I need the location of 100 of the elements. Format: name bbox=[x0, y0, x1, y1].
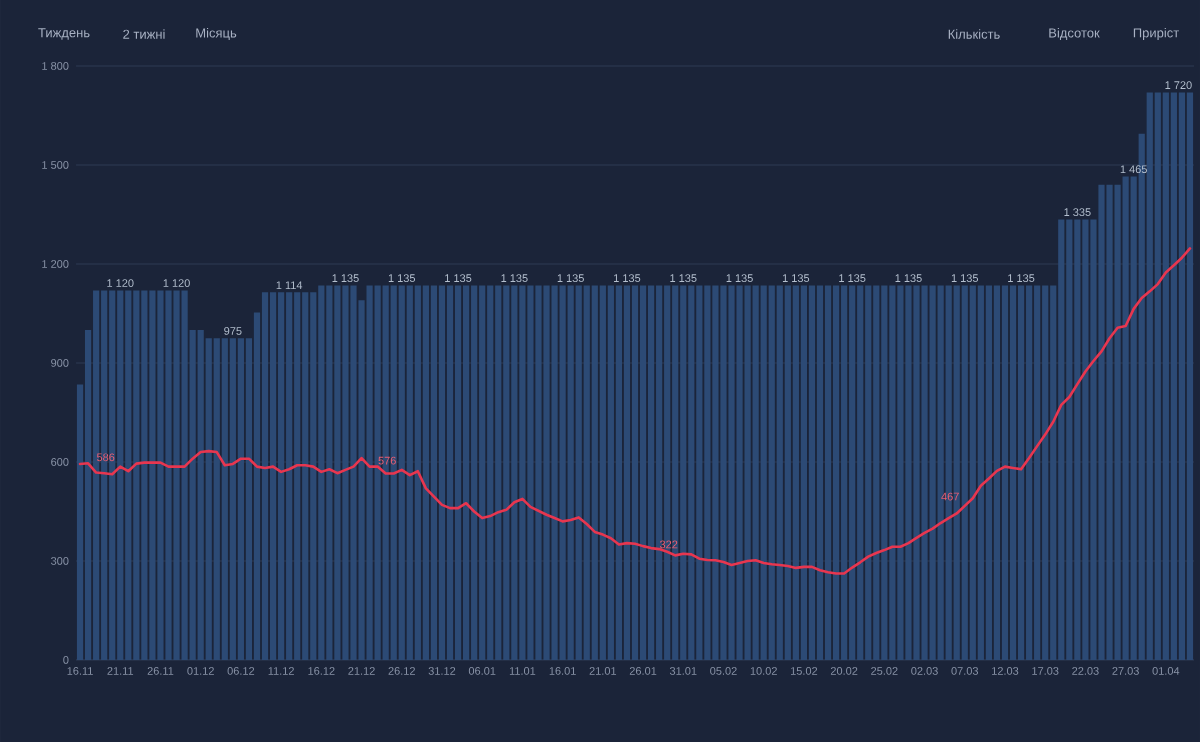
bar bbox=[479, 285, 486, 660]
bar bbox=[639, 285, 647, 660]
bar bbox=[229, 338, 236, 660]
bar bbox=[487, 285, 494, 660]
bar bbox=[350, 285, 357, 660]
bar bbox=[342, 285, 349, 660]
bar bbox=[326, 285, 333, 660]
bar bbox=[1106, 184, 1113, 660]
bar bbox=[438, 285, 446, 660]
bar bbox=[704, 285, 711, 660]
bar bbox=[213, 338, 220, 660]
bar bbox=[800, 285, 808, 660]
bar bbox=[1170, 92, 1177, 660]
bar bbox=[286, 292, 293, 660]
bar bbox=[93, 290, 100, 660]
bar bbox=[808, 285, 816, 660]
bar bbox=[310, 292, 317, 660]
bar bbox=[752, 285, 759, 660]
bar bbox=[1122, 176, 1129, 660]
bar bbox=[318, 285, 325, 660]
bar bbox=[913, 285, 920, 660]
bar bbox=[1009, 285, 1017, 660]
bar bbox=[237, 338, 244, 660]
bar bbox=[471, 285, 478, 660]
bar bbox=[1098, 184, 1105, 660]
bar bbox=[133, 290, 140, 660]
bar bbox=[792, 285, 799, 660]
bar bbox=[519, 285, 526, 660]
bar bbox=[1034, 285, 1041, 660]
bar bbox=[623, 285, 631, 660]
bar bbox=[760, 285, 767, 660]
bar bbox=[784, 285, 791, 660]
bar bbox=[535, 285, 542, 660]
bar bbox=[422, 285, 429, 660]
bar bbox=[832, 285, 840, 660]
bar bbox=[824, 285, 832, 660]
bar bbox=[157, 290, 164, 660]
bar bbox=[728, 285, 735, 660]
bar bbox=[495, 285, 502, 660]
bar bbox=[430, 285, 438, 660]
bar bbox=[1058, 219, 1065, 660]
bar bbox=[446, 285, 454, 660]
bar bbox=[712, 285, 719, 660]
bar bbox=[406, 285, 413, 660]
bar bbox=[849, 285, 856, 660]
bar bbox=[897, 285, 904, 660]
bar bbox=[993, 285, 1001, 660]
bar bbox=[414, 285, 421, 660]
bar bbox=[334, 285, 341, 660]
bar bbox=[841, 285, 848, 660]
bar bbox=[631, 285, 639, 660]
bar bbox=[205, 338, 212, 660]
bar bbox=[776, 285, 783, 660]
bar bbox=[977, 285, 984, 660]
bar bbox=[454, 285, 462, 660]
bar bbox=[881, 285, 888, 660]
bar bbox=[1082, 219, 1089, 660]
bar bbox=[591, 285, 598, 660]
bar bbox=[961, 285, 968, 660]
bar bbox=[744, 285, 751, 660]
bar bbox=[615, 285, 623, 660]
bar bbox=[680, 285, 687, 660]
bar bbox=[985, 285, 992, 660]
bar bbox=[1162, 92, 1169, 660]
bar bbox=[551, 285, 558, 660]
bar bbox=[511, 285, 518, 660]
bar bbox=[857, 285, 864, 660]
bar bbox=[527, 285, 534, 660]
bar bbox=[1074, 219, 1081, 660]
bar bbox=[543, 285, 550, 660]
bar bbox=[261, 292, 269, 660]
bar bbox=[366, 285, 373, 660]
bar bbox=[463, 285, 470, 660]
bar bbox=[269, 292, 277, 660]
bar bbox=[1026, 285, 1033, 660]
bar bbox=[1066, 219, 1073, 660]
bar bbox=[937, 285, 944, 660]
bar bbox=[647, 285, 655, 660]
bar bbox=[567, 285, 574, 660]
bar bbox=[1146, 92, 1153, 660]
bar bbox=[1178, 92, 1186, 660]
bar bbox=[221, 338, 228, 660]
bar bbox=[302, 292, 309, 660]
bar bbox=[125, 290, 132, 660]
bar bbox=[583, 285, 590, 660]
bar bbox=[1114, 184, 1121, 660]
bar bbox=[599, 285, 606, 660]
bar bbox=[768, 285, 775, 660]
bar bbox=[656, 285, 663, 660]
bar bbox=[559, 285, 566, 660]
bar bbox=[1186, 92, 1194, 660]
bar bbox=[1154, 92, 1161, 660]
bar bbox=[865, 285, 872, 660]
bar bbox=[294, 292, 301, 660]
bar bbox=[607, 285, 614, 660]
bar bbox=[696, 285, 703, 660]
bar bbox=[873, 285, 880, 660]
bar bbox=[905, 285, 912, 660]
bar bbox=[1042, 285, 1049, 660]
bar bbox=[929, 285, 936, 660]
